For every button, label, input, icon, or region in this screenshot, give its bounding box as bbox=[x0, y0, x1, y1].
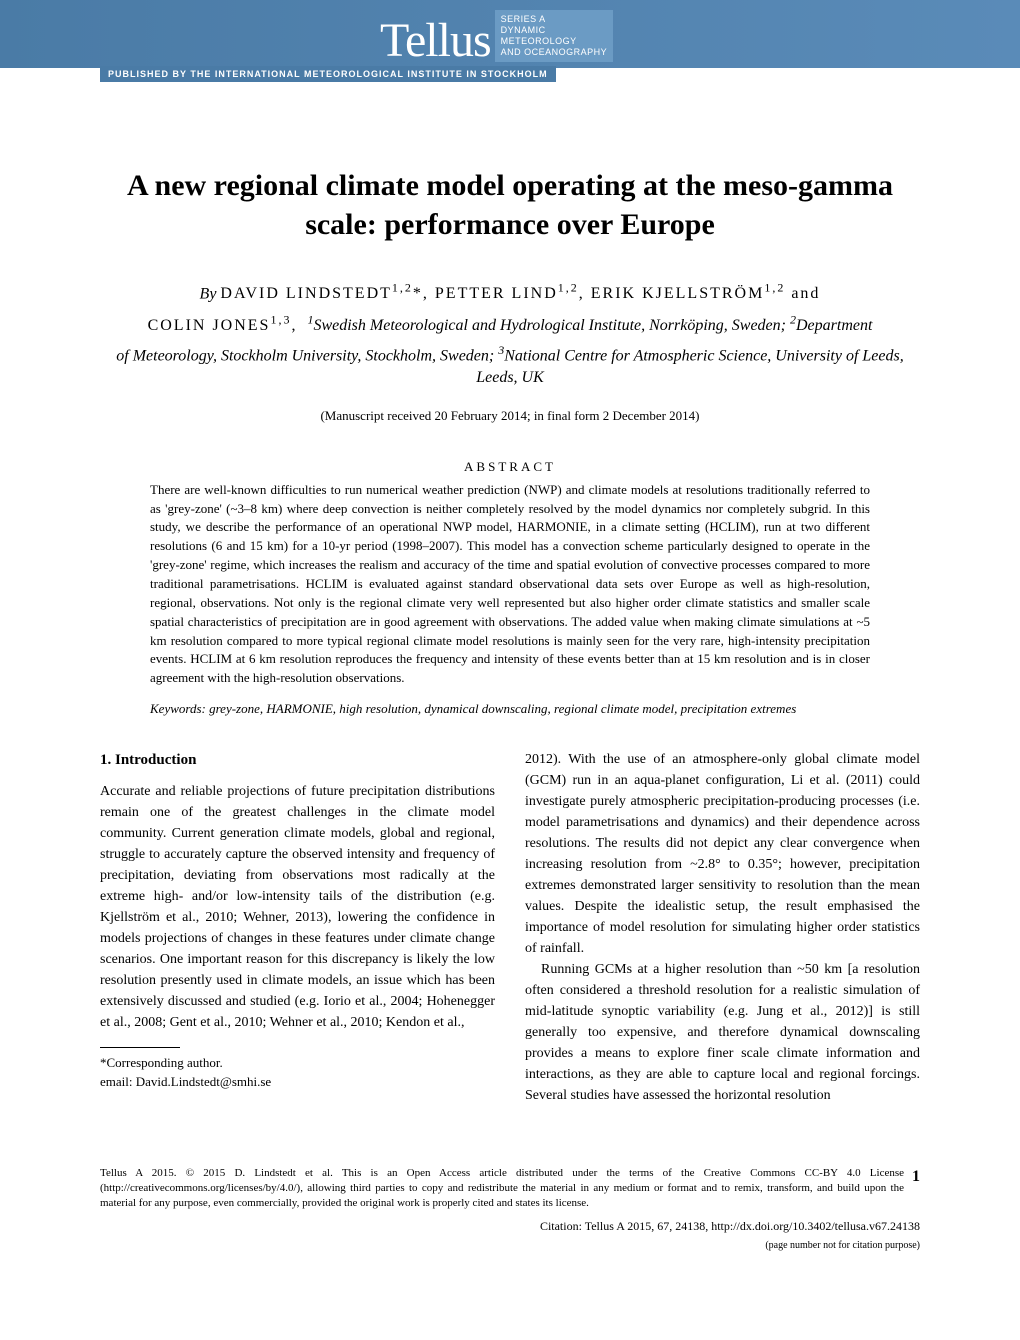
footer-section: 1 Tellus A 2015. © 2015 D. Lindstedt et … bbox=[0, 1146, 1020, 1282]
abstract-text: There are well-known difficulties to run… bbox=[100, 481, 920, 688]
body-columns: 1. Introduction Accurate and reliable pr… bbox=[100, 749, 920, 1106]
corresponding-author: *Corresponding author. bbox=[100, 1054, 495, 1072]
body-paragraph: Running GCMs at a higher resolution than… bbox=[525, 959, 920, 1106]
journal-logo: Tellus SERIES A DYNAMIC METEOROLOGY AND … bbox=[380, 10, 613, 68]
left-column: 1. Introduction Accurate and reliable pr… bbox=[100, 749, 495, 1106]
page-container: Tellus SERIES A DYNAMIC METEOROLOGY AND … bbox=[0, 0, 1020, 1282]
body-paragraph: Accurate and reliable projections of fut… bbox=[100, 781, 495, 1033]
series-line: AND OCEANOGRAPHY bbox=[501, 47, 608, 58]
affiliations-inline: 1Swedish Meteorological and Hydrological… bbox=[303, 317, 872, 334]
page-number: 1 bbox=[912, 1166, 920, 1188]
page-note: (page number not for citation purpose) bbox=[100, 1239, 920, 1253]
article-title: A new regional climate model operating a… bbox=[100, 166, 920, 244]
publisher-bar: PUBLISHED BY THE INTERNATIONAL METEOROLO… bbox=[100, 66, 556, 82]
abstract-heading: ABSTRACT bbox=[100, 459, 920, 475]
series-line: DYNAMIC bbox=[501, 25, 608, 36]
author-list: By DAVID LINDSTEDT1,2*, PETTER LIND1,2, … bbox=[100, 279, 920, 306]
author-list-cont: COLIN JONES1,3, 1Swedish Meteorological … bbox=[100, 310, 920, 337]
author-names-cont: COLIN JONES1,3, bbox=[148, 317, 304, 334]
affiliations: of Meteorology, Stockholm University, St… bbox=[100, 342, 920, 390]
footnote-separator bbox=[100, 1047, 180, 1048]
journal-name: Tellus bbox=[380, 13, 491, 68]
citation-line: Citation: Tellus A 2015, 67, 24138, http… bbox=[100, 1218, 920, 1234]
by-label: By bbox=[200, 285, 217, 302]
series-info: SERIES A DYNAMIC METEOROLOGY AND OCEANOG… bbox=[495, 10, 614, 62]
author-names: DAVID LINDSTEDT1,2*, PETTER LIND1,2, ERI… bbox=[220, 285, 820, 302]
series-line: METEOROLOGY bbox=[501, 36, 608, 47]
body-paragraph: 2012). With the use of an atmosphere-onl… bbox=[525, 749, 920, 959]
keywords: Keywords: grey-zone, HARMONIE, high reso… bbox=[100, 700, 920, 719]
license-text: Tellus A 2015. © 2015 D. Lindstedt et al… bbox=[100, 1167, 904, 1209]
author-email: email: David.Lindstedt@smhi.se bbox=[100, 1073, 495, 1091]
section-heading: 1. Introduction bbox=[100, 749, 495, 772]
journal-banner: Tellus SERIES A DYNAMIC METEOROLOGY AND … bbox=[0, 0, 1020, 68]
manuscript-dates: (Manuscript received 20 February 2014; i… bbox=[100, 408, 920, 424]
right-column: 2012). With the use of an atmosphere-onl… bbox=[525, 749, 920, 1106]
article-content: A new regional climate model operating a… bbox=[0, 76, 1020, 1146]
series-line: SERIES A bbox=[501, 14, 608, 25]
